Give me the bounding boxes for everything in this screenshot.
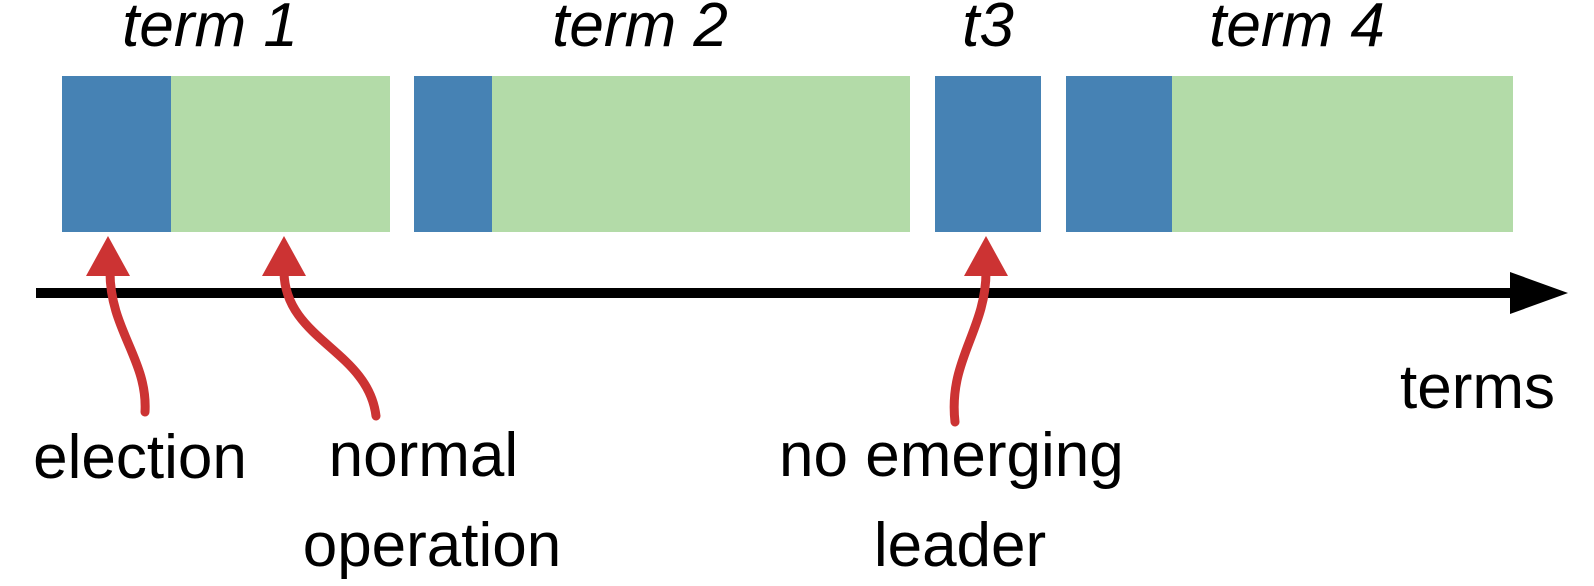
no-emerging-leader-pointer-head [964, 236, 1008, 276]
term-1-label: term 1 [122, 0, 298, 60]
term-4-label: term 4 [1209, 0, 1385, 60]
axis-label: terms [1400, 353, 1555, 422]
term-2-label: term 2 [552, 0, 728, 60]
term-3-election-segment [935, 76, 1041, 232]
timeline-arrowhead [1510, 272, 1568, 314]
no-emerging-leader-annotation-line-1: no emerging [779, 421, 1124, 490]
no-emerging-leader-annotation: no emerging leader [779, 421, 1141, 580]
term-4-normal-operation-segment [1172, 76, 1513, 232]
no-emerging-leader-annotation-line-2: leader [874, 511, 1046, 580]
term-2-election-segment [414, 76, 492, 232]
term-1-normal-operation-segment [171, 76, 390, 232]
normal-operation-pointer-head [262, 236, 306, 276]
term-1-election-segment [62, 76, 171, 232]
election-annotation: election [33, 423, 247, 492]
normal-operation-annotation: normal operation [303, 421, 562, 580]
term-2-normal-operation-segment [492, 76, 910, 232]
no-emerging-leader-pointer [949, 267, 991, 427]
election-pointer-head [86, 236, 130, 276]
normal-operation-annotation-line-1: normal [329, 421, 519, 490]
term-3-label: t3 [962, 0, 1014, 60]
election-pointer [105, 267, 150, 417]
term-4-election-segment [1066, 76, 1172, 232]
normal-operation-pointer [279, 267, 381, 421]
normal-operation-annotation-line-2: operation [303, 511, 562, 580]
